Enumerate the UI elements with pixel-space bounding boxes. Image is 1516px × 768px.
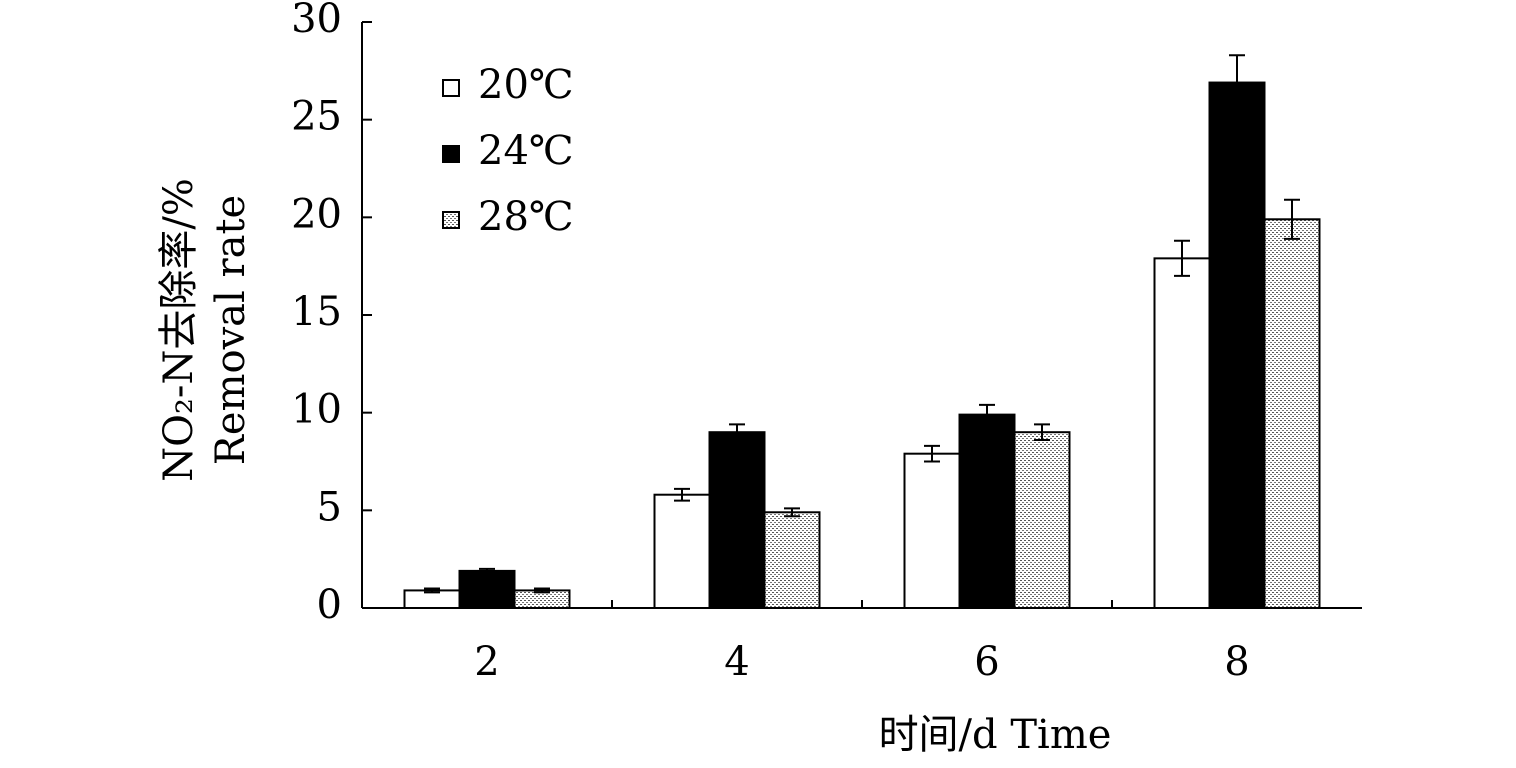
y-axis-label: NO₂-N去除率/% — [156, 178, 202, 482]
y-tick-label: 0 — [317, 582, 342, 628]
error-bar — [479, 567, 495, 574]
bar — [653, 493, 711, 609]
legend-label: 20℃ — [478, 62, 574, 108]
x-tick-label: 8 — [1224, 639, 1249, 685]
y-tick-label: 25 — [291, 94, 342, 140]
legend-label: 28℃ — [478, 194, 574, 240]
legend-swatch — [442, 145, 460, 163]
x-tick-label: 2 — [474, 639, 499, 685]
y-tick-label: 10 — [291, 387, 342, 433]
error-bar — [534, 587, 550, 594]
error-bar — [1229, 54, 1245, 111]
error-bar — [924, 444, 940, 463]
bar — [708, 431, 766, 610]
error-bar — [1174, 239, 1190, 277]
y-tick-label: 15 — [291, 289, 342, 335]
bar — [903, 452, 961, 610]
bar — [1013, 431, 1071, 610]
legend-label: 24℃ — [478, 128, 574, 174]
y-tick-label: 5 — [317, 484, 342, 530]
error-bar — [729, 423, 745, 442]
error-bar — [424, 587, 440, 594]
error-bar — [784, 507, 800, 518]
error-bar — [979, 403, 995, 426]
legend-swatch — [442, 79, 460, 97]
error-bar — [1034, 423, 1050, 442]
bar — [958, 413, 1016, 609]
error-bar — [1284, 198, 1300, 240]
bar — [1263, 218, 1321, 610]
y-axis-label: Removal rate — [208, 195, 254, 465]
error-bar — [674, 487, 690, 502]
bar — [763, 511, 821, 610]
bar — [1153, 257, 1211, 609]
x-axis-label: 时间/d Time — [879, 712, 1112, 758]
x-tick-label: 4 — [724, 639, 749, 685]
bar — [1208, 81, 1266, 609]
bar — [458, 569, 516, 609]
legend-swatch — [442, 211, 460, 229]
y-tick-label: 20 — [291, 191, 342, 237]
x-tick-label: 6 — [974, 639, 999, 685]
y-tick-label: 30 — [291, 0, 342, 42]
